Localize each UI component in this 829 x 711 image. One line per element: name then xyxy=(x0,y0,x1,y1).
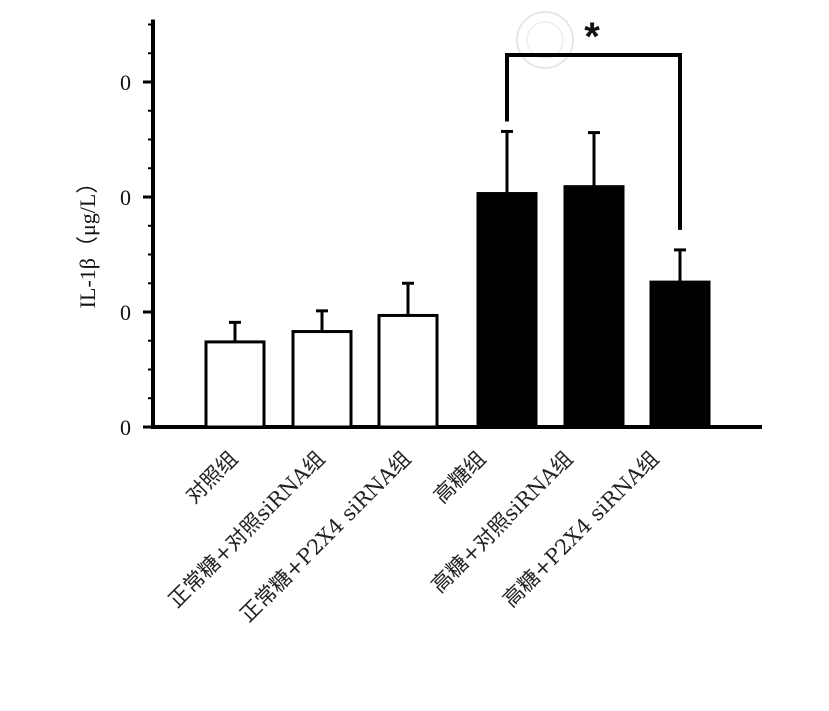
significance-star: * xyxy=(584,15,600,59)
x-tick-label: 高糖组 xyxy=(429,447,491,509)
bar xyxy=(291,330,353,429)
bar xyxy=(377,313,439,429)
y-tick-label: 0 xyxy=(120,300,131,325)
x-tick-label: 正常糖+对照siRNA组 xyxy=(164,447,330,613)
x-tick-label: 高糖+P2X4 siRNA组 xyxy=(498,447,663,612)
bar xyxy=(476,192,538,429)
x-tick-label: 对照组 xyxy=(181,447,243,509)
y-tick-label: 0 xyxy=(120,415,131,440)
bar xyxy=(649,280,711,429)
y-tick-label: 0 xyxy=(120,70,131,95)
bar xyxy=(563,185,625,429)
significance-bracket xyxy=(505,53,682,230)
bar xyxy=(204,340,266,429)
y-axis-label: IL-1β（μg/L） xyxy=(75,172,100,309)
x-tick-label: 高糖+对照siRNA组 xyxy=(427,447,578,598)
x-tick-label: 正常糖+P2X4 siRNA组 xyxy=(235,447,415,627)
watermark xyxy=(516,11,574,69)
y-tick-label: 0 xyxy=(120,185,131,210)
